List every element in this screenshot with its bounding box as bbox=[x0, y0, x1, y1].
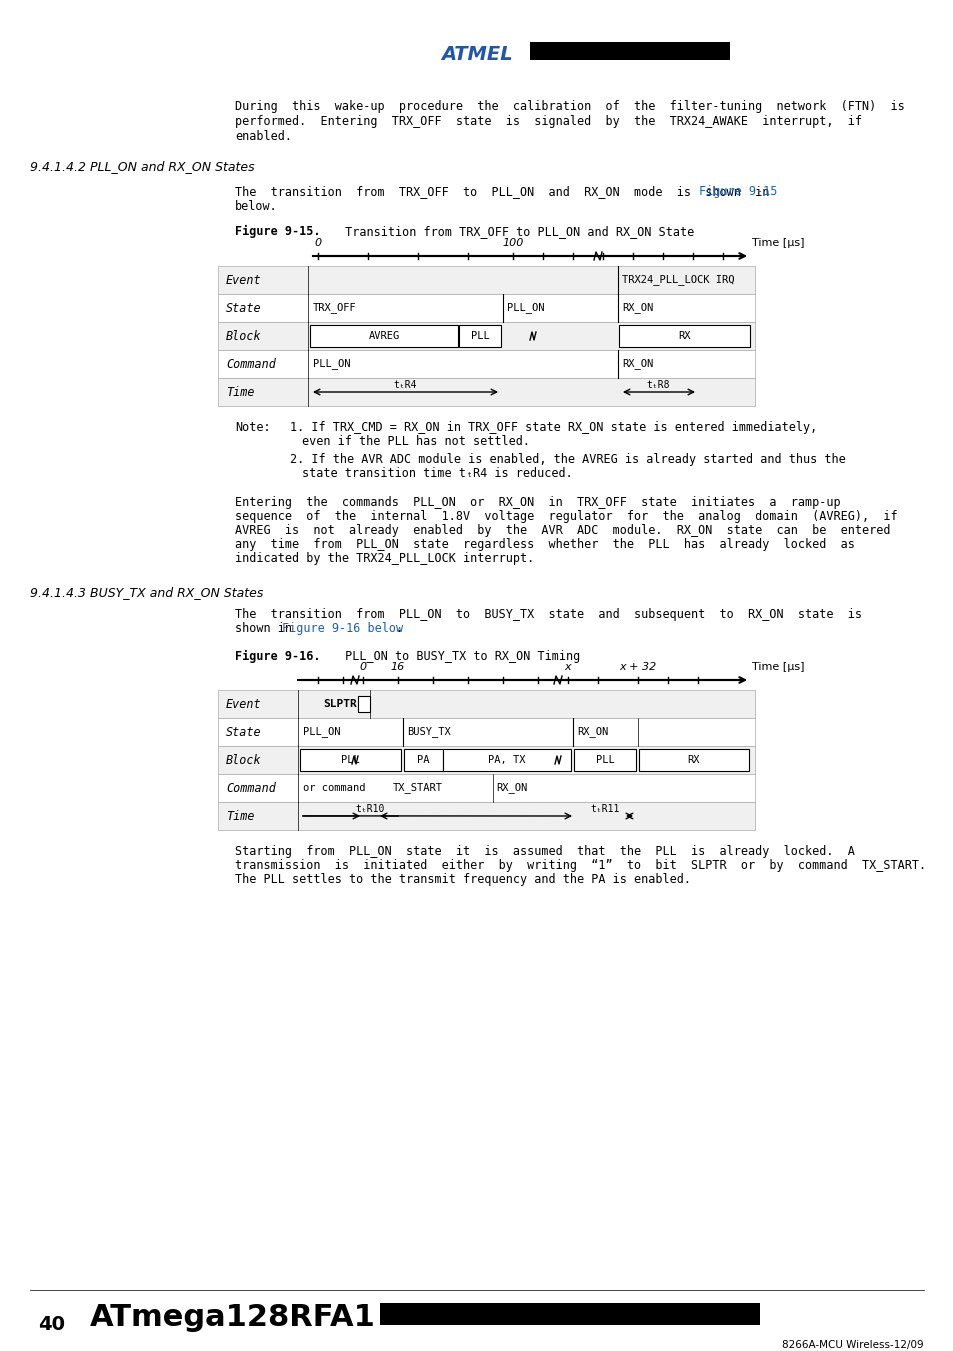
Text: Block: Block bbox=[226, 330, 261, 343]
Bar bbox=[574, 748, 636, 771]
Text: tₜR11: tₜR11 bbox=[590, 804, 619, 815]
Bar bbox=[218, 266, 754, 295]
Text: any  time  from  PLL_ON  state  regardless  whether  the  PLL  has  already  loc: any time from PLL_ON state regardless wh… bbox=[234, 538, 854, 551]
Text: State: State bbox=[226, 725, 261, 739]
Text: 0: 0 bbox=[359, 662, 366, 671]
Text: PLL_ON: PLL_ON bbox=[506, 303, 544, 313]
Bar bbox=[458, 326, 500, 347]
Text: indicated by the TRX24_PLL_LOCK interrupt.: indicated by the TRX24_PLL_LOCK interrup… bbox=[234, 553, 534, 565]
Text: 100: 100 bbox=[502, 238, 523, 249]
Text: PLL_ON to BUSY_TX to RX_ON Timing: PLL_ON to BUSY_TX to RX_ON Timing bbox=[337, 650, 579, 663]
Text: PA: PA bbox=[416, 755, 429, 765]
Text: RX: RX bbox=[678, 331, 690, 340]
Text: even if the PLL has not settled.: even if the PLL has not settled. bbox=[302, 435, 530, 449]
Text: AVREG  is  not  already  enabled  by  the  AVR  ADC  module.  RX_ON  state  can : AVREG is not already enabled by the AVR … bbox=[234, 524, 889, 536]
Text: PLL: PLL bbox=[595, 755, 614, 765]
Bar bbox=[218, 295, 754, 322]
Text: transmission  is  initiated  either  by  writing  “1”  to  bit  SLPTR  or  by  c: transmission is initiated either by writ… bbox=[234, 859, 925, 871]
Text: PLL: PLL bbox=[470, 331, 489, 340]
Text: Command: Command bbox=[226, 358, 275, 370]
Text: Event: Event bbox=[226, 697, 261, 711]
Bar bbox=[403, 748, 442, 771]
Text: SLPTR: SLPTR bbox=[323, 698, 357, 709]
Bar bbox=[218, 717, 754, 746]
Text: The  transition  from  TRX_OFF  to  PLL_ON  and  RX_ON  mode  is  shown  in: The transition from TRX_OFF to PLL_ON an… bbox=[234, 185, 782, 199]
Bar bbox=[379, 1302, 760, 1325]
Text: Time [µs]: Time [µs] bbox=[751, 662, 803, 671]
Text: TX_START: TX_START bbox=[393, 782, 442, 793]
Bar bbox=[299, 748, 400, 771]
Text: ATMEL: ATMEL bbox=[440, 46, 513, 65]
Text: ATmega128RFA1: ATmega128RFA1 bbox=[90, 1302, 375, 1332]
Text: Starting  from  PLL_ON  state  it  is  assumed  that  the  PLL  is  already  loc: Starting from PLL_ON state it is assumed… bbox=[234, 844, 854, 858]
Text: Block: Block bbox=[226, 754, 261, 766]
Text: 16: 16 bbox=[391, 662, 405, 671]
Text: BUSY_TX: BUSY_TX bbox=[407, 727, 450, 738]
Text: x: x bbox=[564, 662, 571, 671]
Text: or command: or command bbox=[303, 784, 365, 793]
Text: 40: 40 bbox=[38, 1315, 65, 1333]
Text: Time: Time bbox=[226, 809, 254, 823]
Text: TRX24_PLL_LOCK IRQ: TRX24_PLL_LOCK IRQ bbox=[621, 274, 734, 285]
Text: Figure 9-15: Figure 9-15 bbox=[699, 185, 777, 199]
Text: tₜR4: tₜR4 bbox=[394, 380, 416, 390]
Text: RX: RX bbox=[687, 755, 700, 765]
Text: Figure 9-15.: Figure 9-15. bbox=[234, 226, 320, 238]
Text: During  this  wake-up  procedure  the  calibration  of  the  filter-tuning  netw: During this wake-up procedure the calibr… bbox=[234, 100, 903, 113]
Bar bbox=[218, 802, 754, 830]
Text: Entering  the  commands  PLL_ON  or  RX_ON  in  TRX_OFF  state  initiates  a  ra: Entering the commands PLL_ON or RX_ON in… bbox=[234, 496, 840, 509]
Text: Figure 9-16 below: Figure 9-16 below bbox=[282, 621, 403, 635]
Bar bbox=[218, 322, 754, 350]
Text: performed.  Entering  TRX_OFF  state  is  signaled  by  the  TRX24_AWAKE  interr: performed. Entering TRX_OFF state is sig… bbox=[234, 115, 862, 128]
Bar bbox=[530, 42, 729, 59]
Text: shown in: shown in bbox=[234, 621, 306, 635]
Bar bbox=[218, 774, 754, 802]
Bar bbox=[218, 350, 754, 378]
Bar bbox=[218, 378, 754, 407]
Text: RX_ON: RX_ON bbox=[577, 727, 608, 738]
Text: State: State bbox=[226, 301, 261, 315]
Bar bbox=[310, 326, 457, 347]
Text: TRX_OFF: TRX_OFF bbox=[313, 303, 356, 313]
Text: 9.4.1.4.3 BUSY_TX and RX_ON States: 9.4.1.4.3 BUSY_TX and RX_ON States bbox=[30, 586, 263, 598]
Text: below.: below. bbox=[234, 200, 277, 213]
Text: sequence  of  the  internal  1.8V  voltage  regulator  for  the  analog  domain : sequence of the internal 1.8V voltage re… bbox=[234, 509, 897, 523]
Bar bbox=[218, 690, 754, 717]
Text: Transition from TRX_OFF to PLL_ON and RX_ON State: Transition from TRX_OFF to PLL_ON and RX… bbox=[337, 226, 694, 238]
Text: tₜR10: tₜR10 bbox=[355, 804, 384, 815]
Text: Figure 9-16.: Figure 9-16. bbox=[234, 650, 320, 663]
Bar bbox=[218, 746, 754, 774]
Text: Note:: Note: bbox=[234, 422, 271, 434]
Text: Event: Event bbox=[226, 273, 261, 286]
Text: 1. If TRX_CMD = RX_ON in TRX_OFF state RX_ON state is entered immediately,: 1. If TRX_CMD = RX_ON in TRX_OFF state R… bbox=[290, 422, 817, 434]
Text: 0: 0 bbox=[314, 238, 321, 249]
Text: .: . bbox=[395, 621, 402, 635]
Bar bbox=[639, 748, 748, 771]
Text: AVREG: AVREG bbox=[368, 331, 399, 340]
Text: RX_ON: RX_ON bbox=[621, 303, 653, 313]
Text: The PLL settles to the transmit frequency and the PA is enabled.: The PLL settles to the transmit frequenc… bbox=[234, 873, 690, 886]
Text: PLL: PLL bbox=[341, 755, 359, 765]
Text: Time: Time bbox=[226, 385, 254, 399]
Text: enabled.: enabled. bbox=[234, 130, 292, 143]
Text: 8266A-MCU Wireless-12/09: 8266A-MCU Wireless-12/09 bbox=[781, 1340, 923, 1350]
Text: state transition time tₜR4 is reduced.: state transition time tₜR4 is reduced. bbox=[302, 467, 572, 480]
Bar bbox=[618, 326, 749, 347]
Text: RX_ON: RX_ON bbox=[621, 358, 653, 369]
Bar bbox=[442, 748, 571, 771]
Text: 2. If the AVR ADC module is enabled, the AVREG is already started and thus the: 2. If the AVR ADC module is enabled, the… bbox=[290, 453, 845, 466]
Text: PLL_ON: PLL_ON bbox=[313, 358, 350, 369]
Text: x + 32: x + 32 bbox=[618, 662, 656, 671]
Text: Command: Command bbox=[226, 781, 275, 794]
Text: Time [µs]: Time [µs] bbox=[751, 238, 803, 249]
Text: The  transition  from  PLL_ON  to  BUSY_TX  state  and  subsequent  to  RX_ON  s: The transition from PLL_ON to BUSY_TX st… bbox=[234, 608, 862, 621]
Text: PA, TX: PA, TX bbox=[488, 755, 525, 765]
Text: RX_ON: RX_ON bbox=[496, 782, 527, 793]
Text: tₜR8: tₜR8 bbox=[645, 380, 669, 390]
Text: 9.4.1.4.2 PLL_ON and RX_ON States: 9.4.1.4.2 PLL_ON and RX_ON States bbox=[30, 159, 254, 173]
Text: PLL_ON: PLL_ON bbox=[303, 727, 340, 738]
Bar bbox=[357, 696, 370, 712]
